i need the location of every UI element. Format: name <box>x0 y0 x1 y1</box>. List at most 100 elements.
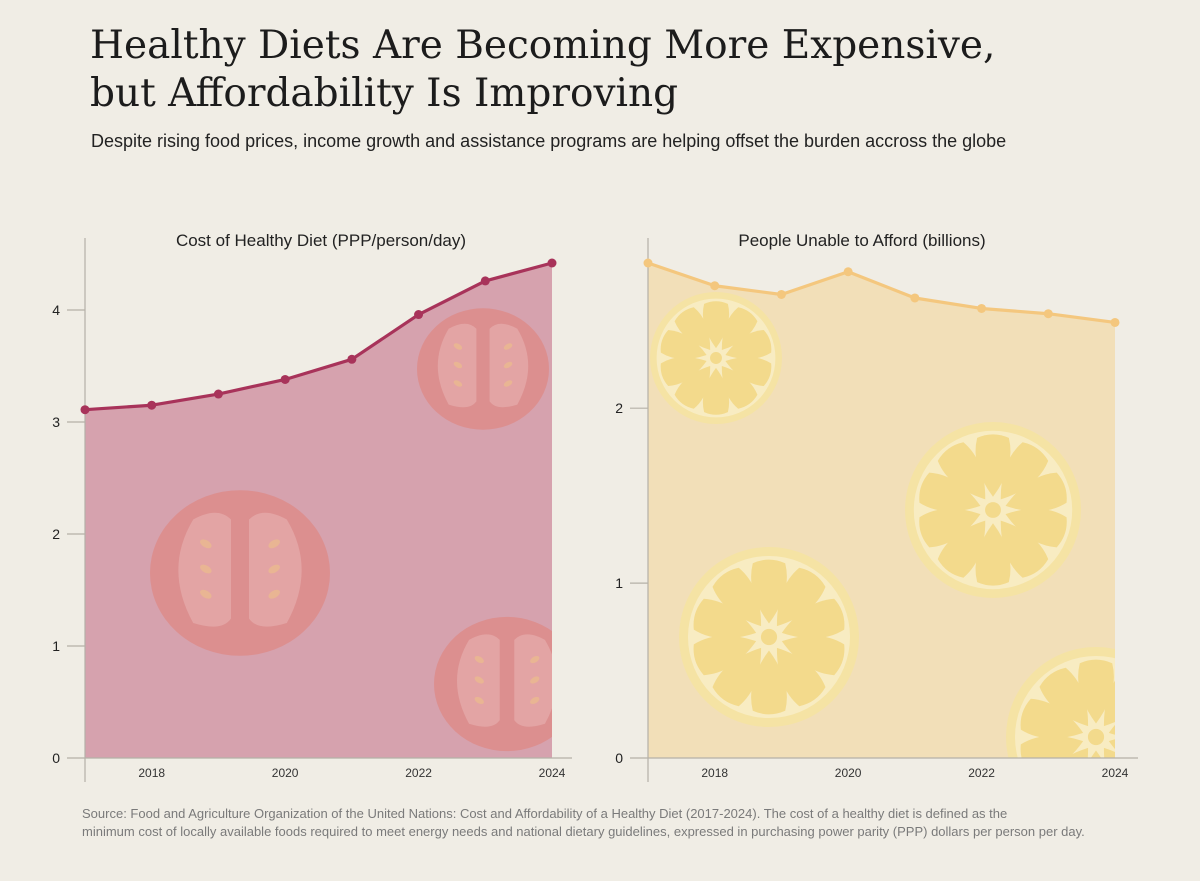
lemon-segment <box>776 567 826 627</box>
tomato-seed <box>200 589 212 599</box>
tomato-seed <box>453 361 463 369</box>
tomato-seed <box>200 539 212 549</box>
lemon-icon <box>905 422 1081 598</box>
data-point <box>547 258 557 268</box>
tomato-seed <box>530 655 540 664</box>
tomato-seed <box>503 343 513 350</box>
x-tick-label: 2022 <box>968 766 995 780</box>
page-subtitle: Despite rising food prices, income growt… <box>91 131 1007 151</box>
tomato-seed <box>530 696 540 705</box>
data-point <box>480 276 490 286</box>
y-tick-label: 0 <box>52 750 60 766</box>
data-point <box>213 389 223 399</box>
x-tick-label: 2022 <box>405 766 432 780</box>
y-tick-label: 2 <box>615 400 623 416</box>
title-line-1: Healthy Diets Are Becoming More Expensiv… <box>90 23 996 68</box>
tomato-seed <box>268 589 280 599</box>
chart-1: 0 1 2 3 4 2018 2020 2022 2024 Cost of Healthy Die… <box>52 231 572 782</box>
lemon-segment <box>781 635 845 676</box>
lemon-segment <box>693 635 757 676</box>
title-line-2: but Affordability Is Improving <box>90 71 679 116</box>
lemon-segment <box>725 357 772 387</box>
y-tick-label: 2 <box>52 526 60 542</box>
chart-2: 0 1 2 2018 2020 2022 2024 People Unable to Affo… <box>615 231 1138 782</box>
data-point <box>414 310 424 320</box>
y-tick-label: 3 <box>52 414 60 430</box>
area-decorations <box>150 308 552 752</box>
lemon-segment <box>725 329 772 359</box>
data-point <box>776 289 786 299</box>
series-line <box>84 261 553 412</box>
lemon-segment <box>1020 735 1084 758</box>
lemon-core <box>710 352 722 364</box>
lemon-segment <box>660 329 707 359</box>
lemon-segment <box>721 366 758 409</box>
data-point <box>147 400 157 410</box>
lemon-segment <box>660 357 707 387</box>
tomato-icon <box>434 616 552 752</box>
tomato-body <box>417 308 549 430</box>
lemon-icon <box>1006 647 1115 758</box>
lemon-segment <box>919 508 981 548</box>
lemon-segment <box>751 650 787 715</box>
lemon-core <box>985 502 1001 518</box>
data-point <box>710 281 720 291</box>
lemon-segment <box>781 598 845 639</box>
lemon-segment <box>1020 698 1084 739</box>
lemon-segment <box>1039 667 1089 727</box>
lemon-core <box>760 628 778 646</box>
data-point <box>977 303 987 313</box>
x-tick-label: 2024 <box>1102 766 1129 780</box>
series-line <box>647 261 1116 325</box>
lemon-segment <box>1078 659 1114 724</box>
chart-title: People Unable to Afford (billions) <box>738 231 985 250</box>
source-line-1: Source: Food and Agriculture Organizatio… <box>82 806 1008 821</box>
tomato-seed <box>474 655 484 664</box>
lemon-segment <box>712 647 762 707</box>
x-tick-label: 2020 <box>835 766 862 780</box>
chart-title: Cost of Healthy Diet (PPP/person/day) <box>176 231 466 250</box>
lemon-segment <box>776 647 826 707</box>
lemon-segment <box>721 307 758 350</box>
lemon-segment <box>937 442 986 500</box>
tomato-icon <box>150 490 330 656</box>
tomato-seed <box>268 539 280 549</box>
lemon-segment <box>937 520 986 578</box>
tomato-seed <box>503 380 513 387</box>
tomato-body <box>150 490 330 656</box>
tomato-body <box>434 616 552 752</box>
data-point <box>843 267 853 277</box>
data-point <box>910 293 920 303</box>
x-tick-label: 2018 <box>701 766 728 780</box>
y-tick-label: 1 <box>52 638 60 654</box>
y-tick-label: 0 <box>615 750 623 766</box>
tomato-icon <box>417 308 549 430</box>
tomato-seed <box>453 343 463 350</box>
data-point <box>280 374 290 384</box>
lemon-core <box>1087 728 1105 746</box>
lemon-segment <box>1000 442 1049 500</box>
tomato-seed <box>503 361 513 369</box>
y-tick-label: 1 <box>615 575 623 591</box>
lemon-segment <box>674 366 711 409</box>
lemon-segment <box>702 301 730 349</box>
lemon-segment <box>751 559 787 624</box>
lemon-segment <box>975 434 1011 497</box>
data-point <box>1110 317 1120 327</box>
lemon-segment <box>702 367 730 415</box>
lemon-segment <box>919 472 981 512</box>
data-point <box>80 405 90 415</box>
page-title: Healthy Diets Are Becoming More Expensiv… <box>90 22 1170 118</box>
source-line-2: minimum cost of locally available foods … <box>82 824 1085 839</box>
lemon-segment <box>975 523 1011 586</box>
source-note: Source: Food and Agriculture Organizatio… <box>82 805 1172 841</box>
x-tick-label: 2018 <box>138 766 165 780</box>
x-tick-label: 2020 <box>272 766 299 780</box>
lemon-segment <box>693 598 757 639</box>
lemon-segment <box>1005 472 1067 512</box>
area-decorations <box>650 292 1115 758</box>
x-tick-label: 2024 <box>539 766 566 780</box>
tomato-seed <box>474 696 484 705</box>
lemon-segment <box>1005 508 1067 548</box>
